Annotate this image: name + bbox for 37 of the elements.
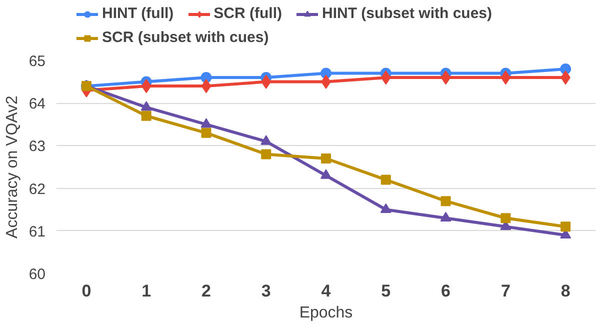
legend-label: HINT (full)	[102, 5, 174, 22]
point	[560, 222, 571, 232]
x-tick-label: 5	[381, 282, 391, 300]
point	[380, 203, 392, 213]
y-axis-title: Accuracy on VQAv2	[4, 95, 21, 238]
x-tick-label: 0	[82, 282, 92, 300]
legend-label: SCR (subset with cues)	[102, 29, 269, 46]
point	[440, 212, 452, 222]
x-tick-label: 2	[201, 282, 211, 300]
x-tick-label: 6	[441, 282, 451, 300]
point	[321, 153, 331, 164]
x-axis-title: Epochs	[299, 304, 353, 322]
legend-label: SCR (full)	[214, 5, 282, 22]
y-tick-label: 61	[28, 223, 46, 240]
y-tick-label: 65	[28, 53, 46, 70]
point	[261, 149, 272, 160]
point	[320, 169, 332, 179]
point	[440, 70, 451, 85]
legend-label: HINT (subset with cues)	[322, 5, 492, 22]
x-tick-label: 7	[500, 282, 510, 300]
point	[440, 196, 451, 206]
point	[140, 101, 152, 111]
point	[260, 135, 272, 145]
x-tick-label: 1	[142, 282, 152, 300]
point	[500, 213, 511, 224]
point	[200, 118, 212, 128]
x-tick-label: 3	[261, 282, 271, 300]
y-tick-label: 62	[28, 180, 46, 198]
x-tick-label: 4	[321, 282, 332, 300]
point	[201, 128, 212, 138]
point	[201, 79, 212, 94]
y-tick-label: 60	[28, 266, 46, 283]
point	[380, 174, 391, 185]
point	[141, 110, 152, 121]
y-tick-label: 64	[28, 96, 46, 113]
y-tick-label: 63	[28, 138, 46, 156]
x-tick-label: 8	[560, 282, 570, 300]
